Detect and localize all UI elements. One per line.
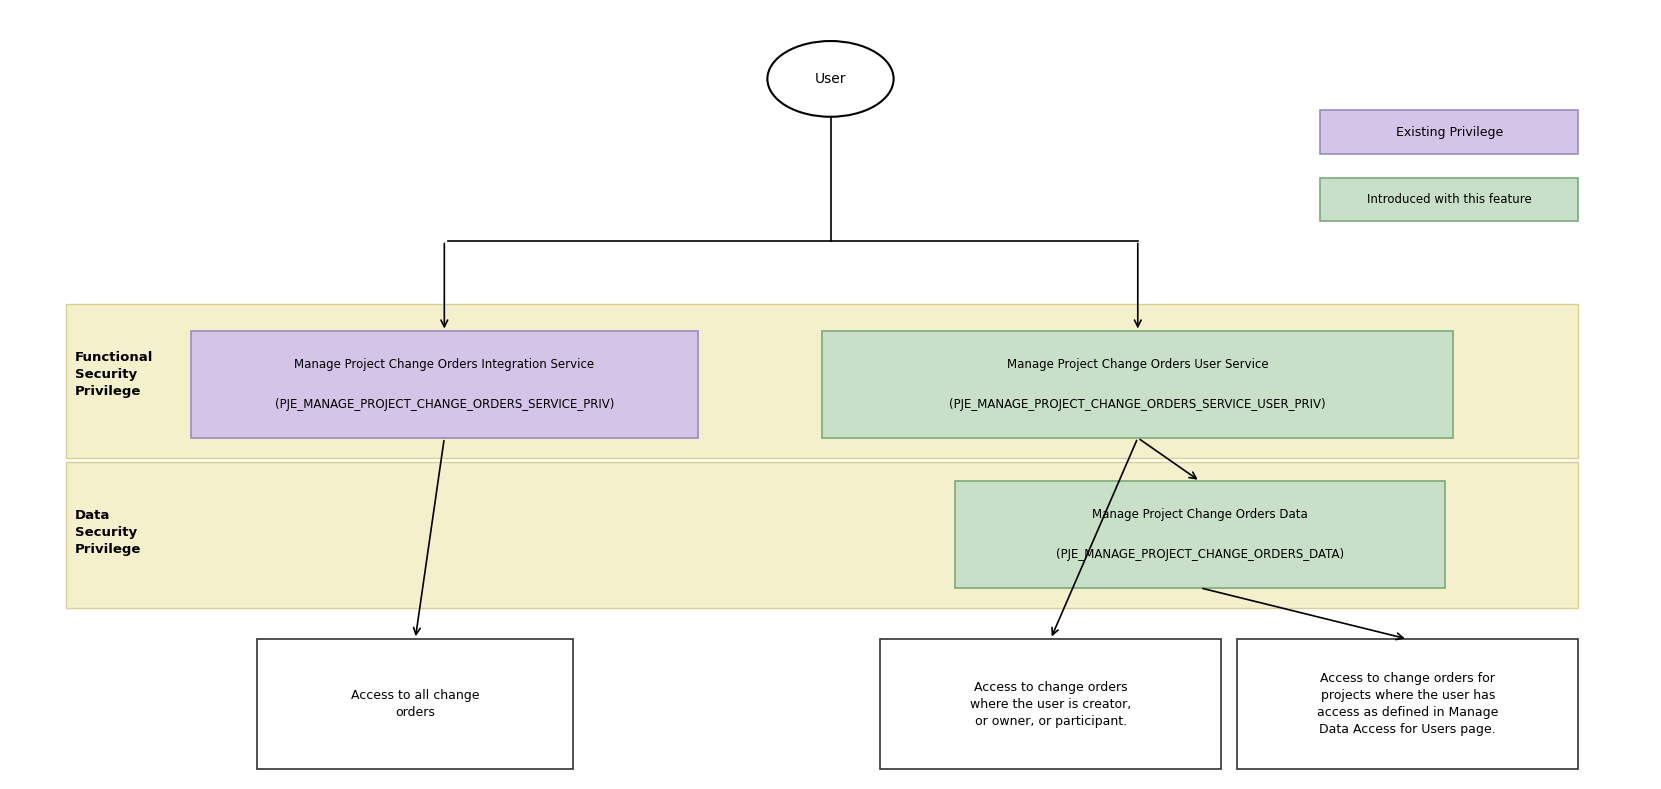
Text: Data
Security
Privilege: Data Security Privilege (75, 509, 141, 556)
Text: Manage Project Change Orders Integration Service: Manage Project Change Orders Integration… (294, 358, 595, 372)
FancyBboxPatch shape (191, 331, 698, 438)
Text: Existing Privilege: Existing Privilege (1395, 125, 1503, 139)
Text: (PJE_MANAGE_PROJECT_CHANGE_ORDERS_SERVICE_USER_PRIV): (PJE_MANAGE_PROJECT_CHANGE_ORDERS_SERVIC… (950, 398, 1325, 411)
FancyBboxPatch shape (1320, 110, 1578, 154)
Text: (PJE_MANAGE_PROJECT_CHANGE_ORDERS_DATA): (PJE_MANAGE_PROJECT_CHANGE_ORDERS_DATA) (1056, 548, 1344, 561)
FancyBboxPatch shape (822, 331, 1453, 438)
Text: Manage Project Change Orders Data: Manage Project Change Orders Data (1093, 508, 1307, 522)
FancyBboxPatch shape (257, 639, 573, 769)
Ellipse shape (767, 41, 894, 117)
Text: User: User (816, 72, 845, 86)
Text: (PJE_MANAGE_PROJECT_CHANGE_ORDERS_SERVICE_PRIV): (PJE_MANAGE_PROJECT_CHANGE_ORDERS_SERVIC… (274, 398, 615, 411)
FancyBboxPatch shape (66, 462, 1578, 608)
FancyBboxPatch shape (66, 304, 1578, 458)
Text: Access to change orders for
projects where the user has
access as defined in Man: Access to change orders for projects whe… (1317, 672, 1498, 736)
Text: Access to all change
orders: Access to all change orders (350, 689, 480, 720)
FancyBboxPatch shape (1320, 178, 1578, 221)
FancyBboxPatch shape (955, 481, 1445, 588)
Text: Manage Project Change Orders User Service: Manage Project Change Orders User Servic… (1007, 358, 1269, 372)
Text: Access to change orders
where the user is creator,
or owner, or participant.: Access to change orders where the user i… (970, 681, 1131, 727)
Text: Introduced with this feature: Introduced with this feature (1367, 193, 1531, 206)
FancyBboxPatch shape (1237, 639, 1578, 769)
Text: Functional
Security
Privilege: Functional Security Privilege (75, 351, 153, 398)
FancyBboxPatch shape (880, 639, 1221, 769)
